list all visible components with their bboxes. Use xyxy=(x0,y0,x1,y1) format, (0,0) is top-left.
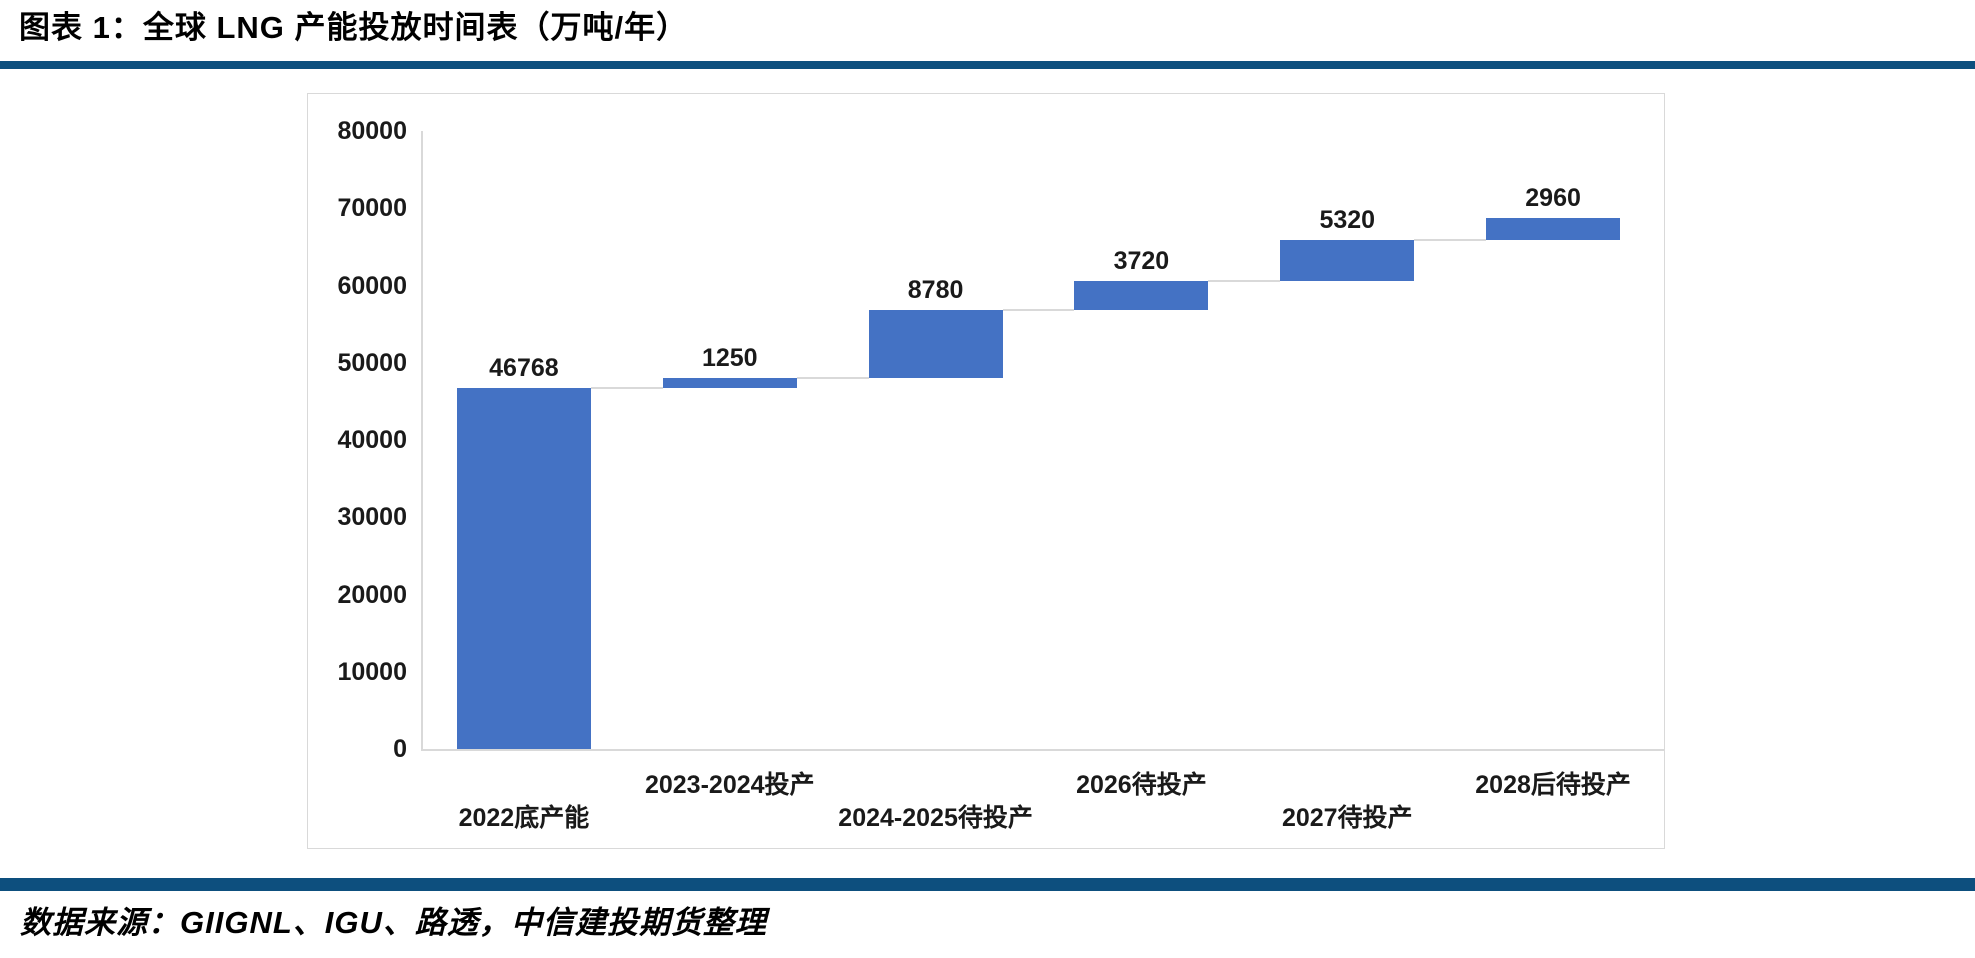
connector-line xyxy=(1414,239,1487,242)
waterfall-bar xyxy=(456,387,591,749)
waterfall-bar xyxy=(1074,281,1209,311)
y-tick-label: 30000 xyxy=(337,503,407,532)
waterfall-bar xyxy=(1486,217,1621,241)
waterfall-bar xyxy=(662,378,797,388)
chart-panel: 0 10000 20000 30000 40000 50000 60000 70000 8000… xyxy=(307,93,1665,849)
y-tick-label: 0 xyxy=(393,735,407,763)
x-tick-label: 2023-2024投产 xyxy=(644,771,815,799)
x-tick-label: 2027待投产 xyxy=(1281,804,1413,832)
connector-line xyxy=(1002,309,1075,312)
waterfall-bar xyxy=(1280,240,1415,282)
waterfall-chart: 0 10000 20000 30000 40000 50000 60000 70000 8000… xyxy=(308,94,1664,848)
waterfall-bar xyxy=(868,310,1003,379)
x-tick-label: 2026待投产 xyxy=(1076,771,1207,799)
connector-line xyxy=(796,377,869,380)
x-axis-line xyxy=(421,749,1664,751)
connector-line xyxy=(590,386,663,389)
x-tick-label: 2024-2025待投产 xyxy=(838,804,1033,832)
x-tick-label: 2022底产能 xyxy=(458,804,590,832)
bar-value-label: 3720 xyxy=(1113,247,1170,276)
y-tick-label: 80000 xyxy=(337,117,407,145)
connector-line xyxy=(1208,280,1281,283)
footer-divider xyxy=(0,878,1975,891)
bar-value-label: 2960 xyxy=(1525,183,1581,212)
y-tick-label: 10000 xyxy=(337,657,407,686)
y-tick-label: 60000 xyxy=(337,271,407,300)
y-tick-label: 20000 xyxy=(337,580,407,609)
bar-value-label: 46768 xyxy=(489,353,559,382)
page-title: 图表 1：全球 LNG 产能投放时间表（万吨/年） xyxy=(19,10,689,45)
y-tick-label: 50000 xyxy=(337,348,407,377)
title-divider xyxy=(0,61,1975,69)
source-note: 数据来源：GIIGNL、IGU、路透，中信建投期货整理 xyxy=(20,905,767,940)
y-tick-label: 70000 xyxy=(337,194,407,223)
y-tick-label: 40000 xyxy=(337,426,407,454)
bar-value-label: 5320 xyxy=(1319,206,1376,235)
bar-value-label: 1250 xyxy=(701,344,758,373)
x-tick-label: 2028后待投产 xyxy=(1475,771,1631,799)
y-axis-line xyxy=(421,131,423,751)
bar-value-label: 8780 xyxy=(907,276,964,305)
